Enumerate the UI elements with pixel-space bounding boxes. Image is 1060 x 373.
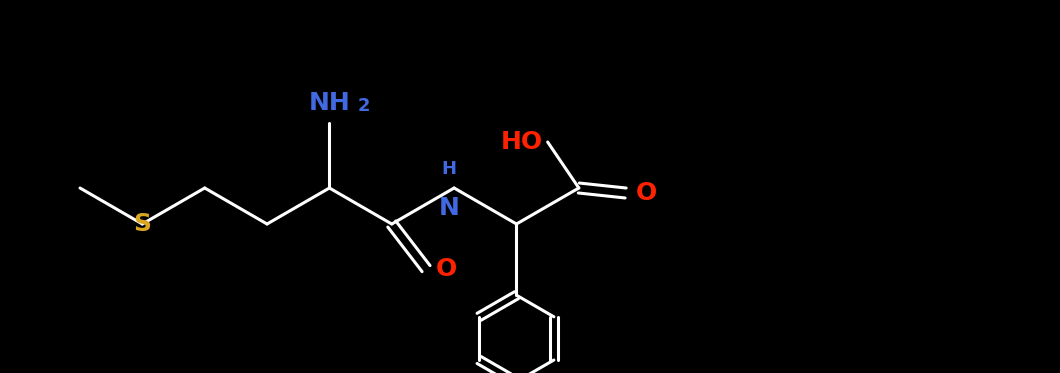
- Text: H: H: [442, 160, 457, 178]
- Text: O: O: [436, 257, 457, 280]
- Text: O: O: [636, 181, 657, 205]
- Text: 2: 2: [357, 97, 370, 115]
- Text: N: N: [439, 196, 460, 220]
- Text: NH: NH: [308, 91, 350, 115]
- Text: HO: HO: [500, 130, 543, 154]
- Text: S: S: [134, 212, 152, 236]
